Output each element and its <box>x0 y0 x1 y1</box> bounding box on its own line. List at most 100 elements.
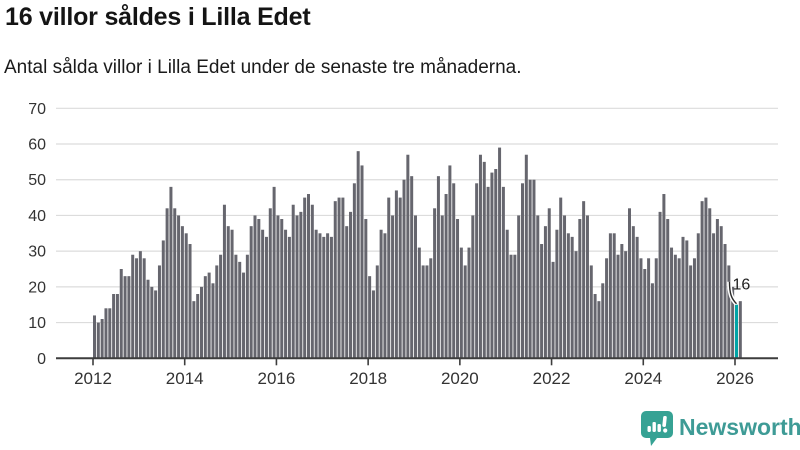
y-axis-tick-label: 50 <box>28 172 46 189</box>
bar <box>284 229 288 359</box>
bar <box>566 233 570 359</box>
y-axis-tick-label: 0 <box>37 351 46 368</box>
bar <box>681 236 685 359</box>
bar <box>559 197 563 359</box>
bar <box>379 229 383 359</box>
annotation-leader-line <box>728 281 737 305</box>
bar <box>161 240 165 359</box>
bar <box>700 201 704 359</box>
bar <box>287 236 291 359</box>
bar <box>635 236 639 359</box>
bar <box>639 258 643 359</box>
bar <box>219 254 223 359</box>
bar <box>433 208 437 359</box>
bar <box>478 154 482 359</box>
bar <box>582 201 586 359</box>
bar <box>509 254 513 359</box>
bar <box>96 322 100 359</box>
bar <box>383 233 387 359</box>
bar <box>620 244 624 359</box>
bar <box>593 294 597 359</box>
bar <box>104 308 108 359</box>
x-axis-tick-label: 2026 <box>716 369 754 388</box>
bar <box>203 276 207 359</box>
bar <box>692 258 696 359</box>
bar <box>666 219 670 359</box>
bar <box>253 215 257 359</box>
bar <box>647 258 651 359</box>
bar <box>391 215 395 359</box>
bar <box>333 201 337 359</box>
bar <box>414 215 417 359</box>
bar <box>425 265 429 359</box>
bar <box>421 265 425 359</box>
bar <box>138 251 142 359</box>
bar <box>341 197 345 359</box>
bar <box>719 226 723 359</box>
bar <box>272 186 276 359</box>
bar <box>245 254 249 359</box>
bar <box>135 258 139 359</box>
bar <box>570 236 574 359</box>
bar <box>108 308 112 359</box>
bar <box>307 194 310 359</box>
bar <box>677 258 681 359</box>
logo-exclamation-dot <box>663 428 668 433</box>
bar <box>322 236 326 359</box>
bar <box>555 229 559 359</box>
bar <box>654 258 658 359</box>
y-axis-tick-label: 40 <box>28 208 46 225</box>
bar <box>387 197 391 359</box>
bar <box>222 204 226 359</box>
x-axis-tick-label: 2012 <box>74 369 112 388</box>
bar <box>360 165 364 359</box>
bar <box>238 261 242 359</box>
bar <box>318 233 322 359</box>
logo-bubble-shape <box>641 411 673 446</box>
bar <box>303 197 307 359</box>
chart-subtitle: Antal sålda villor i Lilla Edet under de… <box>4 57 522 78</box>
bar <box>157 265 161 359</box>
bar <box>352 183 356 359</box>
x-axis-tick-label: 2014 <box>166 369 204 388</box>
bar <box>723 244 727 359</box>
bar <box>112 294 116 359</box>
bar <box>184 233 188 359</box>
bar <box>712 233 716 359</box>
bar <box>521 183 524 359</box>
bar <box>463 265 467 359</box>
bar <box>708 208 712 359</box>
bar <box>585 215 589 359</box>
bar <box>444 194 448 359</box>
bar <box>394 190 398 359</box>
bar <box>605 258 609 359</box>
y-axis-tick-label: 70 <box>28 101 46 118</box>
bar <box>180 226 184 359</box>
bar <box>738 301 742 359</box>
bar <box>154 290 158 359</box>
bar <box>196 294 200 359</box>
bar <box>429 258 433 359</box>
bar <box>115 294 119 359</box>
bar <box>471 215 475 359</box>
bar <box>452 183 456 359</box>
bar <box>93 315 96 359</box>
x-axis-tick-label: 2020 <box>441 369 479 388</box>
x-axis-tick-label: 2018 <box>349 369 387 388</box>
bar <box>173 208 177 359</box>
bar <box>314 229 318 359</box>
bar <box>192 301 196 359</box>
bar <box>364 219 368 359</box>
bar <box>368 276 372 359</box>
bar <box>662 194 666 359</box>
bar <box>475 183 479 359</box>
logo-exclamation-stem <box>662 415 667 428</box>
x-axis-tick-label: 2024 <box>624 369 662 388</box>
bar <box>398 197 402 359</box>
logo-bar-small <box>647 426 651 432</box>
bar <box>295 215 299 359</box>
bar <box>131 254 135 359</box>
y-axis-tick-label: 10 <box>28 315 46 332</box>
bar <box>631 226 635 359</box>
